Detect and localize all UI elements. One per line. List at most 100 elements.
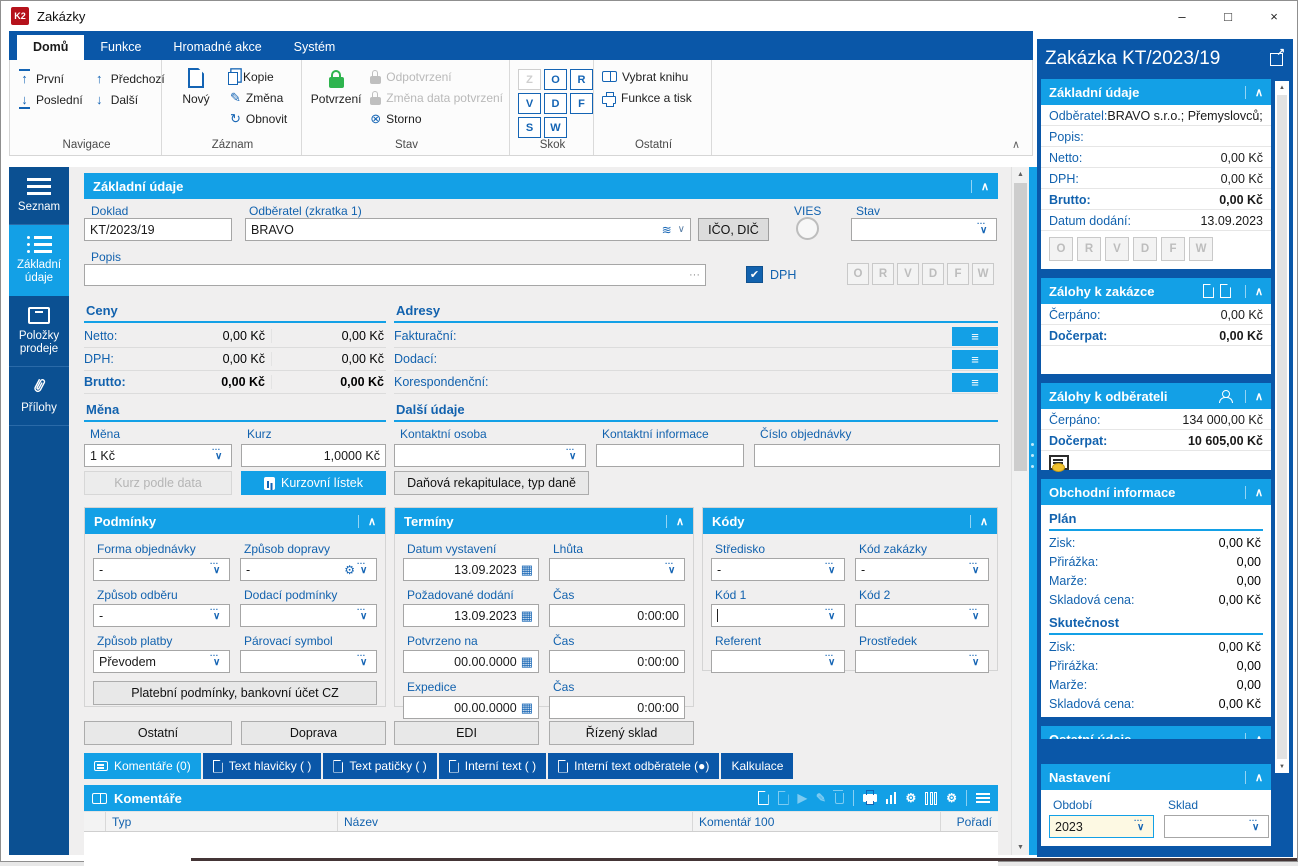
dropdown-icon[interactable]	[210, 605, 224, 623]
sidebar-item-prilohy[interactable]: Přílohy	[9, 367, 69, 426]
refresh-button[interactable]: ↻ Obnovit	[230, 111, 288, 126]
collapse-section-icon[interactable]: ∧	[969, 514, 988, 528]
workflow-icon[interactable]: ⚙	[905, 791, 917, 805]
kurz-field[interactable]: 1,0000 Kč	[241, 444, 386, 467]
dropdown-icon[interactable]	[357, 559, 371, 577]
cas-field[interactable]: 0:00:00	[549, 650, 685, 673]
stav-dropdown[interactable]	[851, 218, 997, 241]
tab-interni-text-odberatele[interactable]: Interní text odběratele (●)	[548, 753, 720, 779]
zpusob-odberu-dropdown[interactable]: -	[93, 604, 230, 627]
skok-key-s[interactable]: S	[518, 117, 541, 138]
calendar-icon[interactable]: ▦	[520, 700, 533, 715]
collapse-section-icon[interactable]: ∧	[1244, 85, 1263, 99]
cislo-objednavky-field[interactable]	[754, 444, 1000, 467]
danova-rekapitulace-button[interactable]: Daňová rekapitulace, typ daně	[394, 471, 589, 495]
tab-komentare[interactable]: Komentáře (0)	[84, 753, 201, 779]
panel-scrollbar[interactable]: ▲ ▼	[1275, 81, 1289, 773]
copy-comment-icon[interactable]	[777, 791, 789, 805]
doprava-button[interactable]: Doprava	[241, 721, 386, 745]
menu-icon[interactable]	[976, 793, 990, 803]
obdobi-dropdown[interactable]: 2023	[1049, 815, 1154, 838]
sidebar-item-seznam[interactable]: Seznam	[9, 167, 69, 225]
new-button[interactable]: Nový	[170, 64, 222, 106]
gear-icon[interactable]: ⚙	[344, 562, 355, 577]
dropdown-icon[interactable]	[825, 651, 839, 669]
skok-key-z[interactable]: Z	[518, 69, 541, 90]
kontaktni-informace-field[interactable]	[596, 444, 744, 467]
doklad-field[interactable]: KT/2023/19	[84, 218, 232, 241]
dropdown-icon[interactable]	[977, 219, 991, 237]
flag-r[interactable]: R	[1077, 237, 1101, 261]
datum-vystaveni-field[interactable]: 13.09.2023 ▦	[403, 558, 539, 581]
mena-dropdown[interactable]: 1 Kč	[84, 444, 232, 467]
flag-v[interactable]: V	[897, 263, 919, 285]
kod2-dropdown[interactable]	[855, 604, 989, 627]
dropdown-icon[interactable]	[357, 605, 371, 623]
ostatni-button[interactable]: Ostatní	[84, 721, 232, 745]
skok-key-d[interactable]: D	[544, 93, 567, 114]
collapse-section-icon[interactable]: ∧	[357, 514, 376, 528]
potvrzeno-na-field[interactable]: 00.00.0000 ▦	[403, 650, 539, 673]
dropdown-icon[interactable]	[357, 651, 371, 669]
kurz-podle-data-button[interactable]: Kurz podle data	[84, 471, 232, 495]
skok-key-r[interactable]: R	[570, 69, 593, 90]
ellipsis-icon[interactable]: ···	[689, 269, 700, 281]
tab-text-paticky[interactable]: Text patičky ( )	[323, 753, 437, 779]
select-book-button[interactable]: Vybrat knihu	[602, 66, 692, 87]
dropdown-icon[interactable]	[825, 559, 839, 577]
ribbon-tab-hromadne-akce[interactable]: Hromadné akce	[173, 40, 262, 54]
change-button[interactable]: ✎ Změna	[230, 90, 284, 105]
rizeny-sklad-button[interactable]: Řízený sklad	[549, 721, 694, 745]
stredisko-dropdown[interactable]: -	[711, 558, 845, 581]
flag-f[interactable]: F	[947, 263, 969, 285]
flag-f[interactable]: F	[1161, 237, 1185, 261]
tab-kalkulace[interactable]: Kalkulace	[721, 753, 794, 779]
dropdown-icon[interactable]	[969, 559, 983, 577]
calendar-icon[interactable]: ▦	[520, 608, 533, 623]
dropdown-icon[interactable]	[1134, 816, 1148, 834]
main-scrollbar[interactable]: ▲ ▼	[1011, 167, 1029, 855]
minimize-button[interactable]: –	[1178, 8, 1186, 24]
address-menu-icon[interactable]: ≡	[952, 372, 998, 392]
parovaci-symbol-dropdown[interactable]	[240, 650, 377, 673]
first-button[interactable]: ↑ První	[18, 68, 83, 89]
lhuta-dropdown[interactable]	[549, 558, 685, 581]
tab-text-hlavicky[interactable]: Text hlavičky ( )	[202, 753, 322, 779]
close-button[interactable]: ×	[1270, 8, 1278, 24]
ico-dic-button[interactable]: IČO, DIČ	[698, 218, 769, 241]
advance-money-icon[interactable]	[1049, 455, 1069, 472]
skok-key-w[interactable]: W	[544, 117, 567, 138]
flag-w[interactable]: W	[972, 263, 994, 285]
function-print-button[interactable]: Funkce a tisk	[602, 87, 692, 108]
unconfirm-button[interactable]: Odpotvrzení	[370, 66, 503, 87]
scroll-thumb[interactable]	[1277, 95, 1287, 759]
popis-field[interactable]: ···	[84, 264, 706, 286]
column-typ[interactable]: Typ	[106, 812, 338, 831]
storno-button[interactable]: ⊗ Storno	[370, 111, 422, 126]
kod1-dropdown[interactable]	[711, 604, 845, 627]
scroll-down-icon[interactable]: ▼	[1017, 844, 1024, 851]
chart-icon[interactable]	[885, 792, 897, 804]
sklad-dropdown[interactable]	[1164, 815, 1269, 838]
sidebar-item-zakladni-udaje[interactable]: Základní údaje	[9, 225, 69, 296]
checkbox-checked-icon[interactable]: ✔	[746, 266, 763, 283]
maximize-button[interactable]: □	[1224, 8, 1232, 24]
confirm-button[interactable]: Potvrzení	[310, 64, 362, 106]
print-icon[interactable]	[862, 790, 877, 805]
calendar-icon[interactable]: ▦	[520, 562, 533, 577]
skok-key-v[interactable]: V	[518, 93, 541, 114]
cas-field[interactable]: 0:00:00	[549, 696, 685, 719]
advance-doc-icon[interactable]	[1202, 284, 1214, 298]
dropdown-icon[interactable]	[212, 445, 226, 463]
flag-r[interactable]: R	[872, 263, 894, 285]
tab-interni-text[interactable]: Interní text ( )	[438, 753, 547, 779]
zpusob-dopravy-dropdown[interactable]: - ⚙	[240, 558, 377, 581]
flag-v[interactable]: V	[1105, 237, 1129, 261]
chevron-down-icon[interactable]: ∨	[677, 224, 685, 235]
scroll-down-icon[interactable]: ▼	[1279, 763, 1285, 770]
column-nazev[interactable]: Název	[338, 812, 693, 831]
odberatel-field[interactable]: BRAVO ≋ ∨	[245, 218, 691, 241]
dropdown-icon[interactable]	[210, 651, 224, 669]
kontaktni-osoba-dropdown[interactable]	[394, 444, 586, 467]
collapse-section-icon[interactable]: ∧	[1244, 284, 1263, 298]
